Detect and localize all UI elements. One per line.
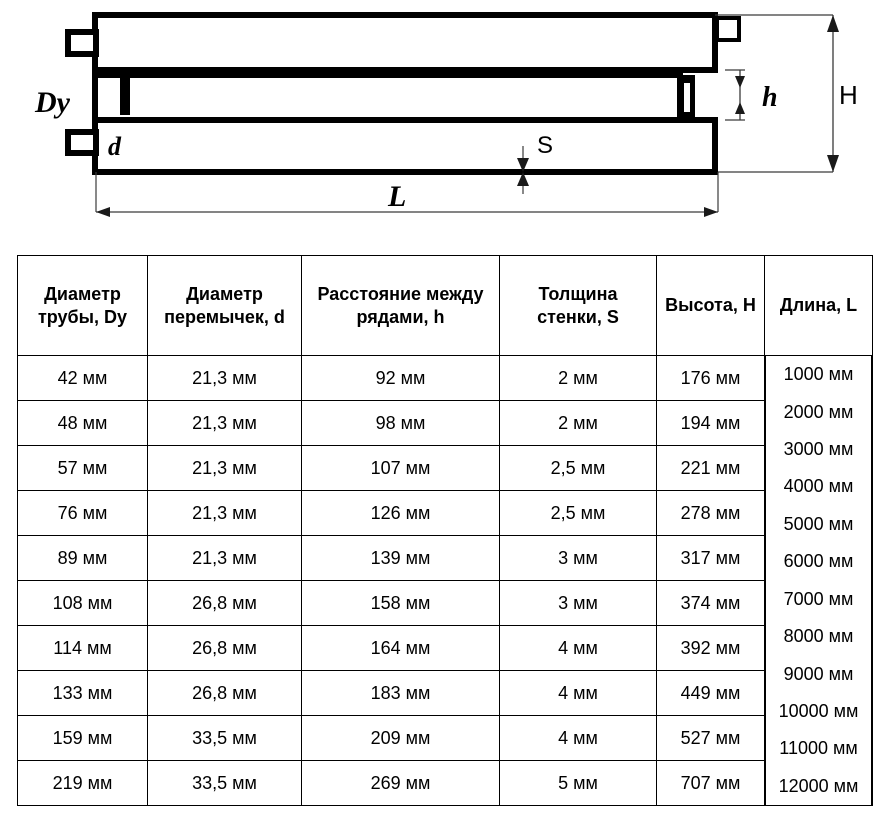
svg-text:H: H [839,80,858,110]
svg-text:d: d [108,132,122,161]
svg-text:h: h [762,82,778,113]
svg-text:S: S [537,132,553,159]
svg-text:L: L [387,180,406,213]
svg-text:Dy: Dy [34,86,71,119]
